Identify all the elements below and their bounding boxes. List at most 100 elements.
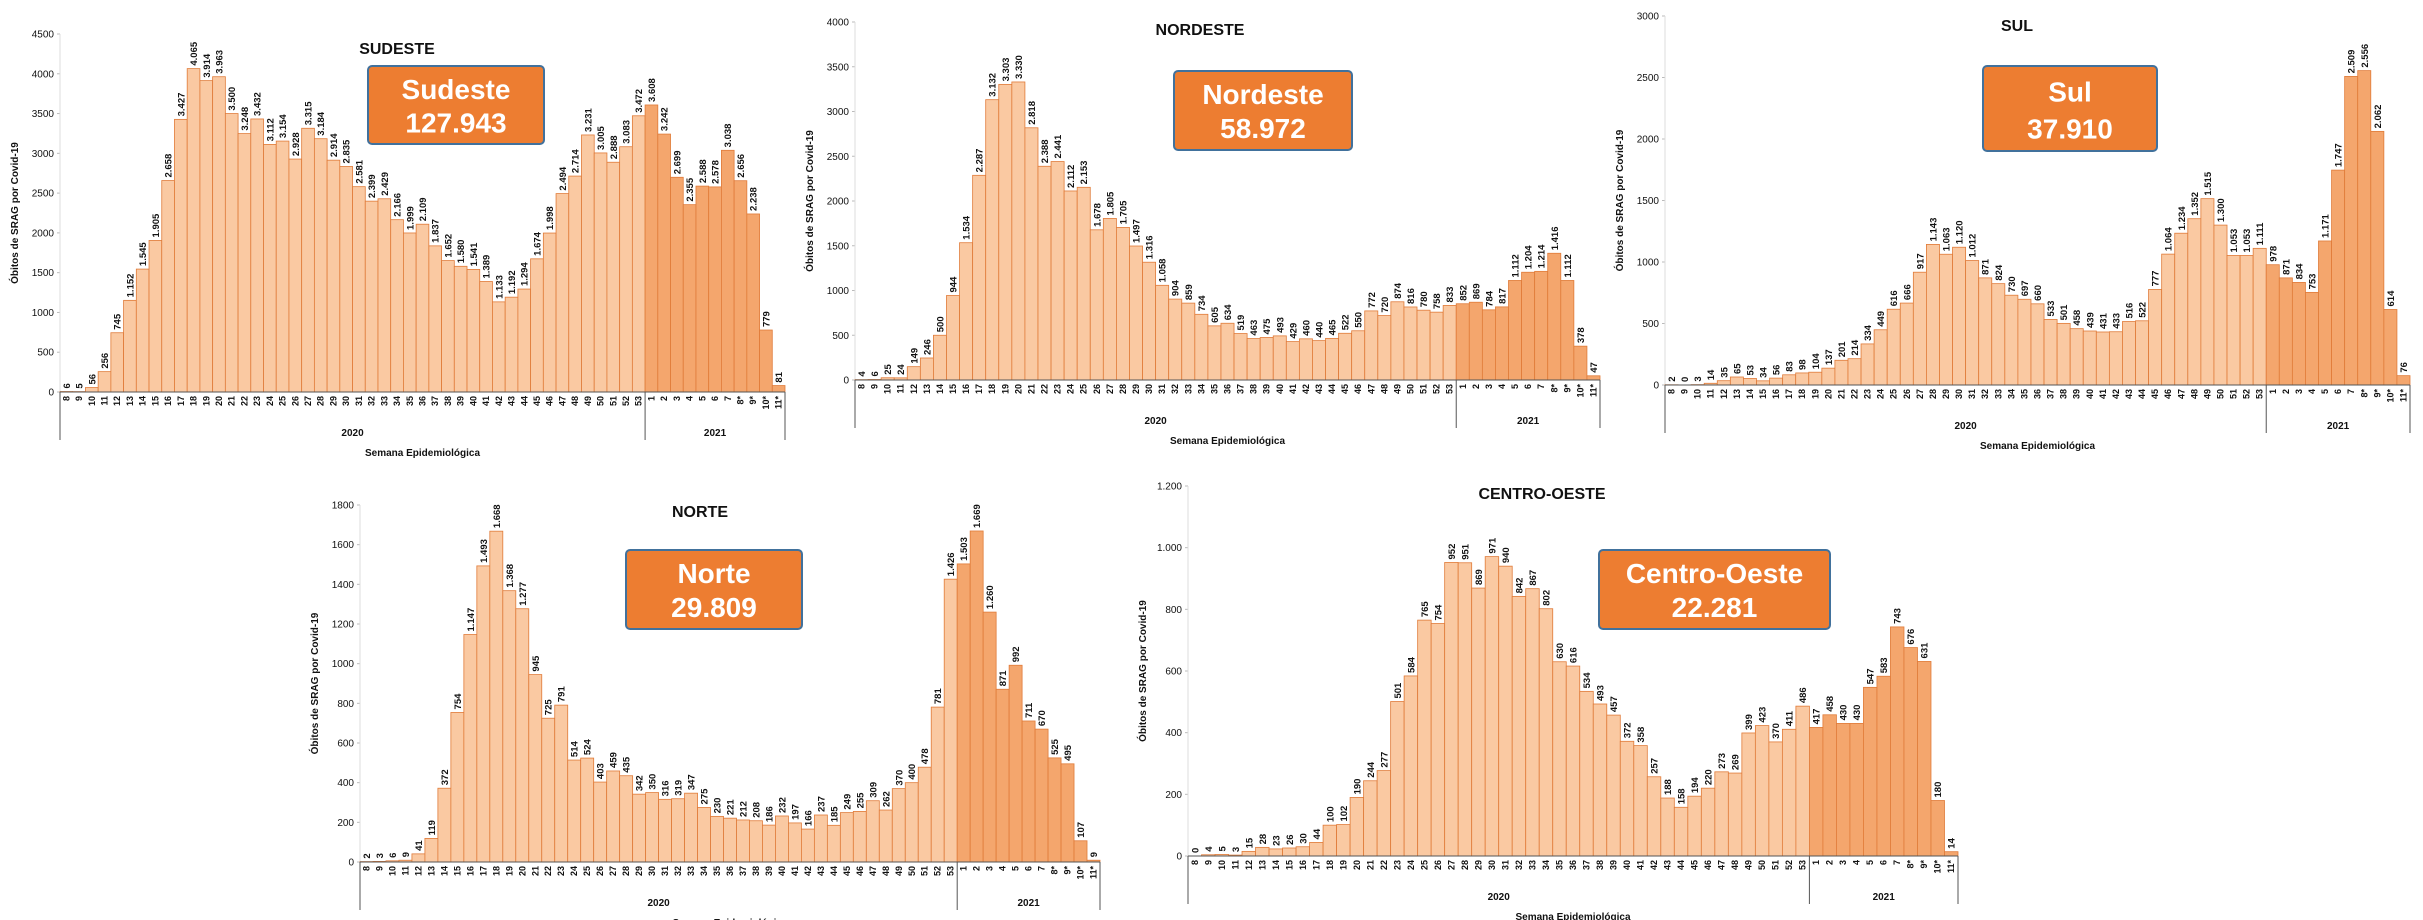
x-tick-label: 29: [634, 866, 644, 876]
x-tick-label: 41: [1636, 860, 1646, 870]
y-tick-label: 4000: [827, 18, 850, 29]
value-label: 2.658: [164, 154, 175, 178]
x-tick-label: 48: [881, 866, 891, 876]
value-label: 107: [1076, 822, 1087, 838]
value-label: 1.120: [1955, 220, 1966, 244]
value-label: 780: [1419, 291, 1430, 307]
value-label: 4: [1204, 846, 1215, 852]
bar: [275, 140, 290, 393]
x-tick-label: 19: [504, 866, 514, 876]
bar: [631, 115, 646, 393]
bar: [1847, 358, 1862, 386]
bar: [568, 175, 582, 393]
value-label: 3.963: [214, 50, 225, 74]
value-label: 3.608: [647, 78, 658, 102]
year-label: 2021: [1517, 416, 1540, 427]
x-tick-label: 45: [2150, 389, 2160, 399]
bar: [998, 83, 1013, 381]
value-label: 2: [362, 853, 373, 858]
x-tick-label: 46: [855, 866, 865, 876]
value-label: 2.388: [1040, 139, 1051, 163]
x-tick-label: 10*: [761, 396, 771, 410]
bar: [2331, 169, 2346, 386]
value-label: 500: [935, 316, 946, 332]
value-label: 460: [1301, 320, 1312, 336]
value-label: 190: [1352, 779, 1363, 795]
x-tick-label: 53: [1445, 384, 1455, 394]
bar: [542, 232, 557, 393]
x-tick-label: 27: [303, 396, 313, 406]
bar: [695, 185, 710, 393]
year-label: 2021: [1873, 892, 1896, 903]
value-label: 119: [427, 820, 438, 835]
value-label: 971: [1487, 537, 1498, 554]
bar: [956, 563, 971, 863]
bar: [733, 180, 748, 393]
bar: [301, 127, 315, 393]
x-tick-label: 11*: [2398, 389, 2408, 403]
x-tick-label: 38: [443, 396, 453, 406]
x-tick-label: 14: [1745, 389, 1755, 399]
value-label: 952: [1447, 544, 1458, 560]
bar: [930, 706, 945, 863]
chart: 0 500 1000 1500 2000 2500 3000 3500 4000 4500 6 8 5 9…: [8, 30, 786, 459]
bar: [1782, 374, 1797, 386]
y-tick-label: 1500: [827, 241, 850, 252]
value-label: 834: [2294, 263, 2305, 280]
x-tick-label: 42: [494, 396, 504, 406]
bar: [1673, 806, 1689, 857]
x-tick-label: 39: [456, 396, 466, 406]
x-tick-label: 2: [2281, 389, 2291, 394]
x-tick-label: 28: [1460, 860, 1470, 870]
x-tick-label: 43: [816, 866, 826, 876]
bar: [1073, 840, 1088, 863]
x-tick-label: 26: [1092, 384, 1102, 394]
x-tick-label: 51: [1419, 384, 1429, 394]
value-label: 347: [687, 774, 698, 790]
value-label: 104: [1811, 353, 1822, 370]
y-tick-label: 3000: [1637, 12, 1660, 23]
x-tick-label: 50: [907, 866, 917, 876]
y-tick-label: 1000: [827, 286, 850, 297]
bar: [1309, 842, 1324, 857]
value-label: 725: [544, 699, 555, 716]
value-label: 53: [1745, 365, 1756, 376]
x-tick-label: 2: [1825, 860, 1835, 865]
x-tick-label: 40: [468, 396, 478, 406]
value-label: 14: [1706, 369, 1717, 380]
value-label: 1.147: [466, 608, 477, 632]
x-tick-label: 35: [1209, 384, 1219, 394]
value-label: 2.914: [329, 133, 340, 157]
value-label: 370: [894, 770, 905, 786]
bar: [1207, 325, 1222, 381]
value-label: 1.260: [985, 585, 996, 609]
x-tick-label: 35: [405, 396, 415, 406]
value-label: 3.132: [988, 73, 999, 97]
value-label: 3.914: [202, 53, 213, 77]
x-tick-label: 9: [74, 396, 84, 401]
bar: [1430, 623, 1446, 857]
y-tick-label: 1500: [32, 268, 55, 279]
value-label: 9: [1089, 852, 1100, 857]
bar: [437, 787, 452, 863]
value-label: 220: [1704, 769, 1715, 785]
bar: [492, 301, 506, 393]
x-tick-label: 30: [1144, 384, 1154, 394]
bar: [364, 200, 379, 393]
bar: [479, 281, 493, 393]
x-tick-label: 39: [764, 866, 774, 876]
y-tick-label: 600: [337, 739, 354, 750]
bar: [946, 295, 960, 381]
x-tick-label: 31: [1500, 860, 1510, 870]
x-tick-label: 7: [723, 396, 733, 401]
bar: [593, 152, 608, 393]
x-tick-label: 10: [87, 396, 97, 406]
value-label: 1.705: [1118, 200, 1129, 224]
x-tick-label: 30: [341, 396, 351, 406]
x-tick-label: 47: [868, 866, 878, 876]
bar: [919, 357, 934, 381]
x-tick-label: 41: [481, 396, 491, 406]
value-label: 859: [1184, 284, 1195, 300]
bar: [2370, 130, 2385, 386]
